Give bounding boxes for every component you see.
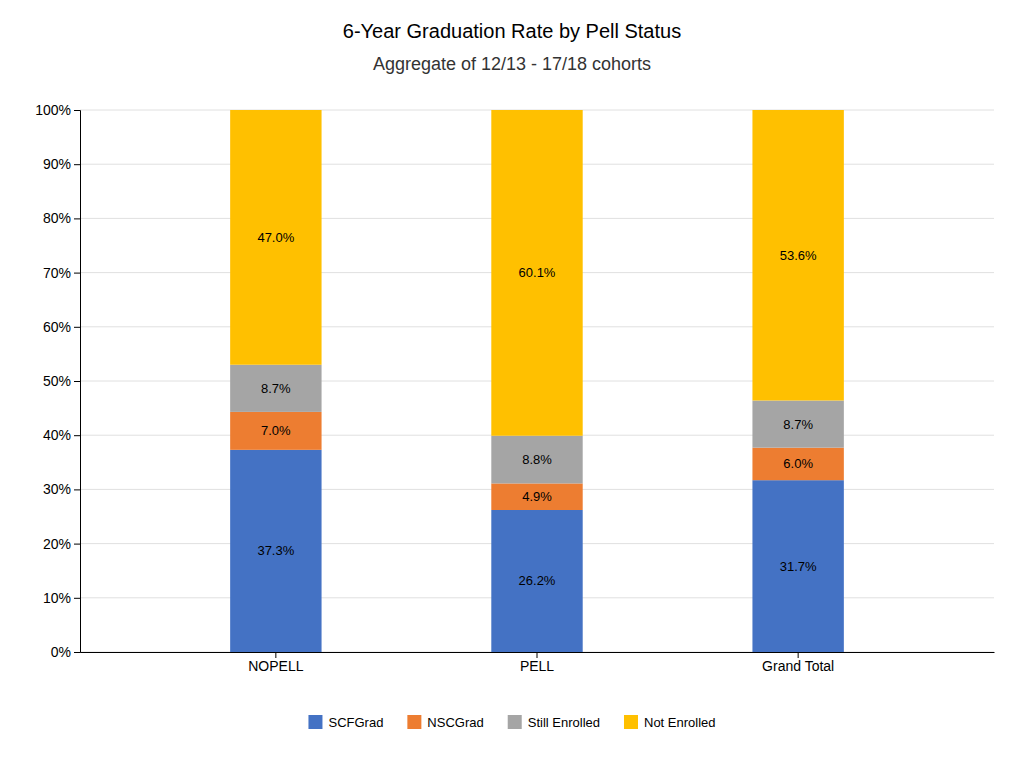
data-label: 7.0%: [261, 423, 291, 438]
tick: 70%: [43, 265, 80, 281]
tick: Grand Total: [762, 652, 834, 674]
data-label: 37.3%: [257, 543, 294, 558]
bar: [230, 412, 321, 450]
bar: [491, 110, 582, 436]
tick-label: 30%: [43, 481, 71, 497]
y-axis: 0% 10% 20% 30% 40% 50% 60% 70% 80% 90% 100%: [35, 102, 80, 660]
legend: SCFGrad NSCGrad Still Enrolled Not Enrolled: [308, 715, 715, 730]
tick-label: Grand Total: [762, 658, 834, 674]
legend-item: NSCGrad: [407, 715, 483, 730]
legend-label: SCFGrad: [328, 715, 383, 730]
legend-swatch: [308, 715, 322, 729]
chart: 6-Year Graduation Rate by Pell Status Agg…: [0, 0, 1024, 772]
bars: [230, 110, 844, 652]
tick: 40%: [43, 427, 80, 443]
tick: 30%: [43, 481, 80, 497]
tick-label: 0%: [51, 644, 71, 660]
tick-label: 10%: [43, 590, 71, 606]
tick: 50%: [43, 373, 80, 389]
bar: [230, 450, 321, 652]
tick-label: 80%: [43, 210, 71, 226]
tick-mark: [74, 273, 80, 274]
tick-label: 90%: [43, 156, 71, 172]
tick-mark: [74, 381, 80, 382]
data-label: 8.7%: [261, 381, 291, 396]
subtitle: Aggregate of 12/13 - 17/18 cohorts: [373, 54, 651, 74]
tick: 0%: [51, 644, 80, 660]
data-label: 6.0%: [783, 456, 813, 471]
tick-mark: [74, 652, 80, 653]
data-label: 8.7%: [783, 417, 813, 432]
tick-mark: [74, 598, 80, 599]
bar: [752, 110, 843, 401]
bar: [752, 448, 843, 481]
tick-mark: [74, 164, 80, 165]
legend-swatch: [624, 715, 638, 729]
data-label: 4.9%: [522, 489, 552, 504]
data-label: 47.0%: [257, 230, 294, 245]
legend-swatch: [508, 715, 522, 729]
legend-item: Still Enrolled: [508, 715, 600, 730]
tick-mark: [74, 489, 80, 490]
data-label: 26.2%: [519, 573, 556, 588]
legend-item: SCFGrad: [308, 715, 383, 730]
data-label: 60.1%: [519, 265, 556, 280]
grid: [80, 110, 994, 652]
bar: [230, 365, 321, 412]
tick-mark: [74, 544, 80, 545]
bar: [491, 436, 582, 484]
data-labels: 37.3% 26.2% 31.7% 7.0% 4.9% 6.0% 8.7% 8.8% 8.7% 4…: [257, 230, 817, 589]
tick-label: 60%: [43, 319, 71, 335]
tick: 20%: [43, 536, 80, 552]
tick: 90%: [43, 156, 80, 172]
tick-mark: [74, 327, 80, 328]
tick-label: 20%: [43, 536, 71, 552]
title: 6-Year Graduation Rate by Pell Status: [343, 20, 681, 42]
tick: 100%: [35, 102, 80, 118]
bar: [491, 483, 582, 510]
tick: 60%: [43, 319, 80, 335]
tick: 80%: [43, 210, 80, 226]
tick-label: 100%: [35, 102, 71, 118]
plot: 37.3% 26.2% 31.7% 7.0% 4.9% 6.0% 8.7% 8.8% 8.7% 4…: [35, 102, 994, 674]
tick-label: 50%: [43, 373, 71, 389]
tick: PELL: [520, 652, 554, 674]
x-axis: NOPELL PELL Grand Total: [81, 652, 995, 674]
tick-label: NOPELL: [248, 658, 303, 674]
bar: [230, 110, 321, 365]
bar: [491, 510, 582, 652]
tick-mark: [74, 218, 80, 219]
tick-label: 70%: [43, 265, 71, 281]
tick-label: 40%: [43, 427, 71, 443]
tick-mark: [74, 435, 80, 436]
axis-line: [74, 111, 81, 653]
legend-swatch: [407, 715, 421, 729]
legend-item: Not Enrolled: [624, 715, 716, 730]
tick: 10%: [43, 590, 80, 606]
tick-label: PELL: [520, 658, 554, 674]
data-label: 53.6%: [780, 248, 817, 263]
tick: NOPELL: [248, 652, 303, 674]
legend-label: Not Enrolled: [644, 715, 716, 730]
bar: [752, 480, 843, 652]
data-label: 31.7%: [780, 559, 817, 574]
bar: [752, 401, 843, 448]
tick-mark: [74, 110, 80, 111]
legend-label: NSCGrad: [427, 715, 483, 730]
data-label: 8.8%: [522, 452, 552, 467]
legend-label: Still Enrolled: [528, 715, 600, 730]
